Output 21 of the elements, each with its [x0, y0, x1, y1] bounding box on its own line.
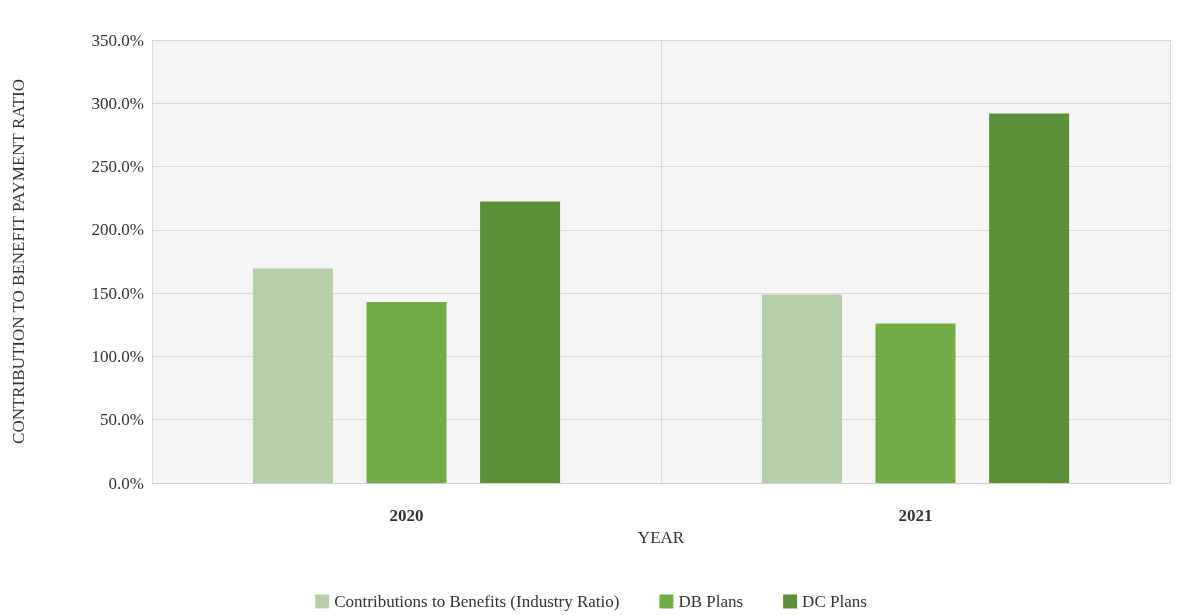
y-axis-title: CONTRIBUTION TO BENEFIT PAYMENT RATIO	[9, 79, 28, 444]
y-tick-label: 200.0%	[91, 220, 144, 240]
bar	[761, 294, 842, 483]
legend-label: DB Plans	[678, 592, 744, 611]
y-tick-label: 0.0%	[108, 473, 144, 493]
x-tick-label: 2021	[898, 506, 933, 525]
bar	[480, 201, 561, 483]
x-axis-title: YEAR	[637, 527, 685, 547]
bar	[366, 302, 447, 483]
y-tick-label: 100.0%	[91, 346, 144, 366]
bar	[252, 268, 333, 483]
legend-label: DC Plans	[802, 592, 867, 611]
y-tick-label: 300.0%	[91, 93, 144, 113]
bar	[875, 323, 956, 483]
y-tick-label: 50.0%	[100, 410, 144, 430]
x-tick-label: 2020	[389, 506, 424, 525]
y-tick-label: 250.0%	[91, 157, 144, 177]
y-tick-label: 350.0%	[91, 30, 144, 50]
legend-label: Contributions to Benefits (Industry Ratio)	[334, 592, 620, 611]
y-tick-label: 150.0%	[91, 283, 144, 303]
bar	[989, 113, 1070, 483]
